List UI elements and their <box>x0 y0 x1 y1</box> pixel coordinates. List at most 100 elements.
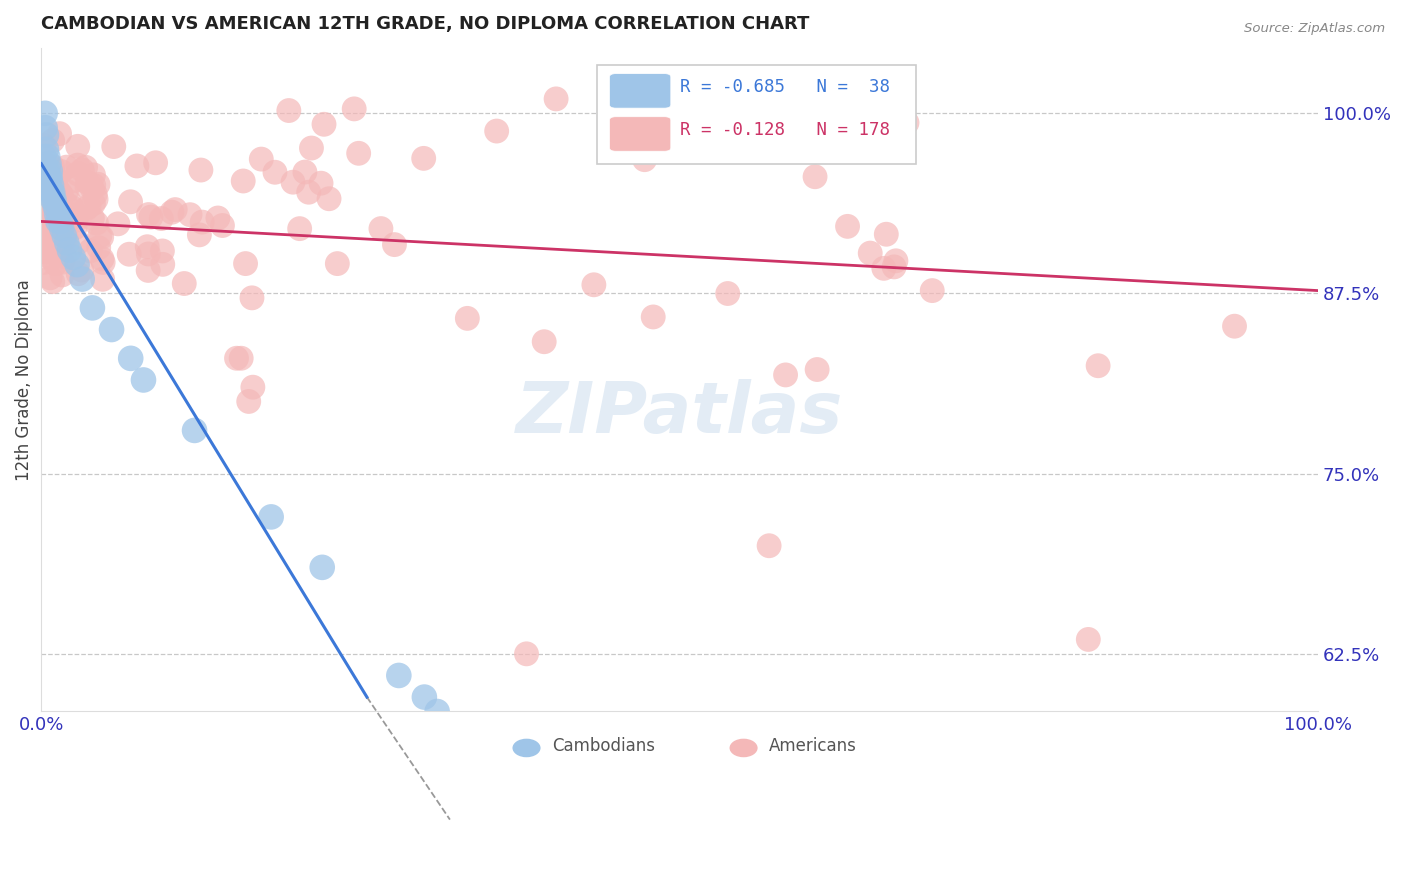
Point <box>107 217 129 231</box>
Point <box>39 175 62 189</box>
Point <box>138 247 160 261</box>
Point <box>150 211 173 226</box>
Point <box>53 228 76 243</box>
Point <box>412 152 434 166</box>
Point <box>38 250 60 264</box>
Point <box>56 212 79 227</box>
Point <box>179 208 201 222</box>
Point <box>173 277 195 291</box>
Point <box>79 244 101 258</box>
Point <box>312 117 335 131</box>
Point <box>48 207 70 221</box>
Point <box>55 160 77 174</box>
Point <box>42 193 65 207</box>
Ellipse shape <box>512 739 540 757</box>
Point <box>91 255 114 269</box>
Point <box>75 161 97 175</box>
Point <box>120 351 142 366</box>
Point <box>546 92 568 106</box>
Point <box>46 184 69 198</box>
Point <box>45 186 67 201</box>
Point <box>32 150 55 164</box>
Point <box>39 166 62 180</box>
Point <box>32 227 55 241</box>
Point <box>294 165 316 179</box>
Point <box>77 199 100 213</box>
Point <box>34 157 56 171</box>
Point <box>51 268 73 282</box>
Point <box>45 210 67 224</box>
Point <box>103 139 125 153</box>
Point <box>41 134 63 148</box>
Point <box>45 179 67 194</box>
Point <box>190 163 212 178</box>
Point <box>37 150 59 164</box>
Point <box>55 184 77 198</box>
Point <box>288 221 311 235</box>
Point <box>231 351 253 366</box>
Point <box>49 187 72 202</box>
Point <box>49 230 72 244</box>
Text: R = -0.685   N =  38: R = -0.685 N = 38 <box>679 78 890 96</box>
Text: CAMBODIAN VS AMERICAN 12TH GRADE, NO DIPLOMA CORRELATION CHART: CAMBODIAN VS AMERICAN 12TH GRADE, NO DIP… <box>41 15 810 33</box>
Point <box>63 210 86 224</box>
Point <box>34 106 56 120</box>
Point <box>89 228 111 243</box>
Point <box>55 196 77 211</box>
Point <box>183 424 205 438</box>
Point <box>165 202 187 217</box>
Point <box>70 263 93 277</box>
Point <box>1077 632 1099 647</box>
Point <box>32 161 55 175</box>
Point <box>37 180 59 194</box>
Point <box>42 193 65 207</box>
Point <box>38 189 60 203</box>
Point <box>46 249 69 263</box>
Point <box>76 175 98 189</box>
Point <box>48 127 70 141</box>
Point <box>225 351 247 366</box>
Text: Americans: Americans <box>769 737 858 755</box>
Point <box>44 171 66 186</box>
Point <box>145 155 167 169</box>
Point <box>1223 319 1246 334</box>
Point <box>44 257 66 271</box>
Point <box>67 235 90 250</box>
Point <box>384 237 406 252</box>
Point <box>232 174 254 188</box>
Point <box>83 178 105 193</box>
Point <box>896 116 918 130</box>
Point <box>35 200 58 214</box>
Point <box>52 255 75 269</box>
Point <box>160 205 183 219</box>
Point <box>63 173 86 187</box>
Point <box>211 219 233 233</box>
Point <box>32 186 55 200</box>
Point <box>82 168 104 182</box>
Point <box>413 690 436 704</box>
Point <box>52 206 75 220</box>
Point <box>32 197 55 211</box>
Point <box>34 225 56 239</box>
Point <box>311 560 333 574</box>
Point <box>67 267 90 281</box>
FancyBboxPatch shape <box>596 65 915 164</box>
Point <box>533 334 555 349</box>
Point <box>136 240 159 254</box>
Point <box>90 230 112 244</box>
Y-axis label: 12th Grade, No Diploma: 12th Grade, No Diploma <box>15 279 32 481</box>
Point <box>39 161 62 175</box>
Point <box>873 261 896 276</box>
Point <box>45 207 67 221</box>
Point <box>238 394 260 409</box>
Text: ZIPatlas: ZIPatlas <box>516 378 844 448</box>
Point <box>39 164 62 178</box>
Point <box>717 286 740 301</box>
Point <box>35 128 58 142</box>
Point <box>41 219 63 234</box>
Point <box>835 135 858 149</box>
Point <box>370 221 392 235</box>
Point <box>39 167 62 181</box>
Point <box>63 220 86 235</box>
Point <box>39 270 62 285</box>
